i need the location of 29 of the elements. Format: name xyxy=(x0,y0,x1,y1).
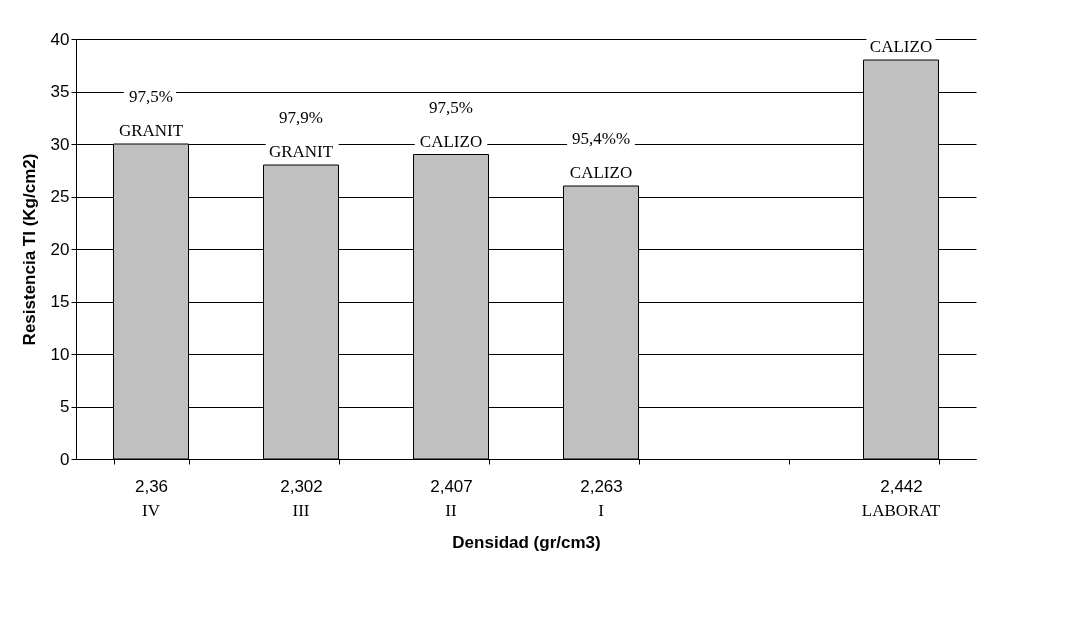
x-tick-label: 2,263 xyxy=(580,476,623,496)
x-axis-title: Densidad (gr/cm3) xyxy=(452,532,601,552)
annotation: GRANIT xyxy=(268,142,334,161)
annotation: 97,5% xyxy=(429,97,473,117)
x-tick-label: 2,302 xyxy=(280,476,323,496)
text: LABORAT xyxy=(861,501,941,520)
text: I xyxy=(598,501,605,520)
annotation: 97,5% xyxy=(129,87,173,106)
annotation: GRANIT xyxy=(118,121,184,140)
y-tick-label: 40 xyxy=(50,29,70,49)
y-tick-label: 5 xyxy=(60,397,70,416)
text: III xyxy=(292,501,310,520)
annotation: CALIZO xyxy=(869,37,933,56)
x-tick-label: 2,442 xyxy=(880,476,923,496)
y-tick-label: 25 xyxy=(50,187,70,206)
y-axis-title: Resistencia TI (Kg/cm2) xyxy=(19,153,39,346)
y-tick-label: 10 xyxy=(50,344,70,364)
y-tick-label: 20 xyxy=(50,239,70,259)
x-tick-label: 2,407 xyxy=(430,476,473,496)
y-tick-label: 35 xyxy=(50,82,70,101)
annotation: CALIZO xyxy=(569,163,633,182)
text: IV xyxy=(142,501,161,520)
annotation: 97,9% xyxy=(279,108,323,127)
y-tick-label: 0 xyxy=(60,449,70,469)
x-tick-label: 2,36 xyxy=(134,476,169,496)
text: II xyxy=(445,501,457,520)
annotation: 95,4%% xyxy=(571,129,631,148)
y-tick-label: 30 xyxy=(50,134,70,154)
y-tick-label: 15 xyxy=(50,292,70,311)
